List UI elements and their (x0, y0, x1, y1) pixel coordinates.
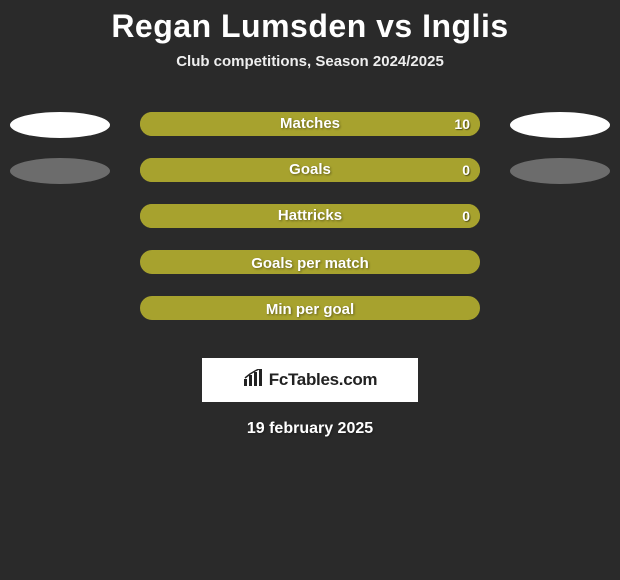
stat-value: 0 (462, 204, 470, 228)
right-ellipse (510, 158, 610, 184)
stat-row: Goals per match (0, 248, 620, 294)
stat-row: Goals0 (0, 156, 620, 202)
left-ellipse (10, 112, 110, 138)
left-ellipse (10, 158, 110, 184)
logo-text: FcTables.com (269, 370, 378, 390)
stat-label: Matches (140, 112, 480, 136)
stat-bar: Matches10 (140, 112, 480, 136)
bar-chart-icon (243, 369, 265, 392)
stat-row: Hattricks0 (0, 202, 620, 248)
stat-bar: Hattricks0 (140, 204, 480, 228)
logo-box: FcTables.com (202, 358, 418, 402)
stat-bar: Goals0 (140, 158, 480, 182)
date-text: 19 february 2025 (0, 420, 620, 438)
page-title: Regan Lumsden vs Inglis (0, 0, 620, 45)
stat-value: 10 (454, 112, 470, 136)
subtitle: Club competitions, Season 2024/2025 (0, 53, 620, 70)
stat-bar: Goals per match (140, 250, 480, 274)
stat-label: Hattricks (140, 204, 480, 228)
stat-label: Goals per match (142, 252, 478, 276)
right-ellipse (510, 112, 610, 138)
stats-infographic: Regan Lumsden vs Inglis Club competition… (0, 0, 620, 580)
stat-row: Min per goal (0, 294, 620, 340)
stat-value: 0 (462, 158, 470, 182)
stat-bar: Min per goal (140, 296, 480, 320)
stat-label: Goals (140, 158, 480, 182)
stat-label: Min per goal (142, 298, 478, 322)
stat-row: Matches10 (0, 110, 620, 156)
stat-rows: Matches10Goals0Hattricks0Goals per match… (0, 110, 620, 340)
